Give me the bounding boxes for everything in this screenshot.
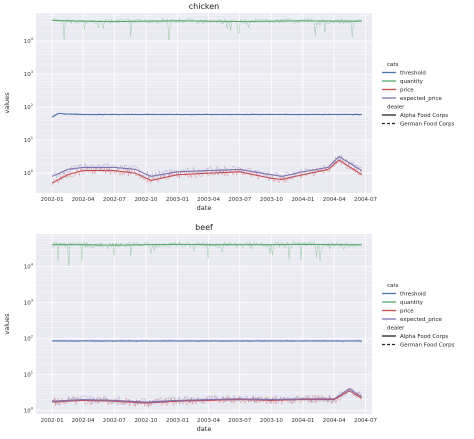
legend-style-title: dealer [387, 105, 405, 111]
y-axis-label: values [3, 92, 11, 114]
x-tick-label: 2003-07 [228, 418, 251, 424]
legend-label: German Food Corps [400, 343, 455, 349]
series-layer [51, 240, 363, 408]
legend-label: Alpha Food Corps [400, 334, 448, 340]
y-tick-label: 103 [24, 298, 33, 306]
legend-label: threshold [400, 292, 426, 298]
y-axis-label: values [3, 313, 11, 335]
x-tick-label: 2002-04 [72, 418, 95, 424]
x-tick-label: 2002-10 [134, 197, 157, 203]
series-line-expected_price [51, 155, 363, 177]
y-tick-label: 104 [24, 37, 34, 45]
x-tick-label: 2003-01 [166, 197, 189, 203]
legend-label: Alpha Food Corps [400, 113, 448, 119]
x-tick-label: 2002-07 [103, 197, 126, 203]
legend-label: German Food Corps [400, 122, 455, 128]
y-tick-label: 102 [24, 334, 33, 342]
plot-area [36, 234, 372, 414]
x-tick-label: 2004-01 [291, 197, 314, 203]
series-band-expected_price [51, 388, 362, 408]
series-line-quantity [52, 19, 362, 23]
legend-label: threshold [400, 71, 426, 77]
legend-label: quantity [400, 300, 424, 306]
y-tick-label: 103 [24, 70, 33, 78]
legend-hue-title: cats [387, 283, 399, 289]
plot-area [36, 13, 372, 193]
x-tick-label: 2003-10 [260, 418, 283, 424]
legend-label: expected_price [400, 96, 443, 102]
x-tick-label: 2003-01 [166, 418, 189, 424]
series-band-quantity [51, 17, 362, 40]
y-tick-label: 104 [24, 262, 34, 270]
x-axis-label: date [197, 425, 212, 433]
legend-style-title: dealer [387, 326, 405, 332]
x-tick-label: 2004-04 [323, 418, 346, 424]
x-tick-label: 2004-04 [323, 197, 346, 203]
y-tick-label: 101 [24, 370, 33, 378]
x-tick-label: 2004-07 [354, 197, 377, 203]
x-axis-label: date [197, 204, 212, 212]
legend-label: quantity [400, 79, 424, 85]
y-tick-label: 101 [24, 136, 33, 144]
series-band-expected_price [52, 155, 362, 180]
beef-subplot: beef 100 101 102 103 104 2002-01 2002-04 2002-07… [3, 223, 377, 433]
legend-label: price [400, 309, 414, 315]
subplot-title: beef [195, 223, 213, 232]
x-tick-label: 2003-10 [260, 197, 283, 203]
y-tick-label: 102 [24, 103, 33, 111]
series-line-threshold [51, 112, 362, 118]
y-tick-label: 100 [24, 169, 34, 177]
x-tick-label: 2002-04 [72, 197, 95, 203]
chicken-subplot: chicken 100 101 102 103 104 2002-01 2002-04 2002… [3, 2, 377, 212]
series-layer [51, 17, 363, 186]
series-line-quantity [52, 243, 362, 246]
series-line-expected_price [52, 388, 363, 403]
x-tick-label: 2002-01 [41, 418, 64, 424]
x-tick-label: 2003-04 [197, 197, 220, 203]
series-line-price [51, 159, 363, 184]
legend-label: expected_price [400, 317, 443, 323]
x-tick-label: 2003-07 [228, 197, 251, 203]
x-tick-label: 2002-07 [103, 418, 126, 424]
y-tick-label: 100 [24, 406, 34, 414]
legend-hue-title: cats [387, 62, 399, 68]
x-tick-label: 2004-07 [354, 418, 377, 424]
x-tick-label: 2002-10 [134, 418, 157, 424]
legend-label: price [400, 88, 414, 94]
x-tick-label: 2003-04 [197, 418, 220, 424]
subplot-title: chicken [189, 2, 219, 11]
x-tick-label: 2004-01 [291, 418, 314, 424]
x-tick-label: 2002-01 [41, 197, 64, 203]
